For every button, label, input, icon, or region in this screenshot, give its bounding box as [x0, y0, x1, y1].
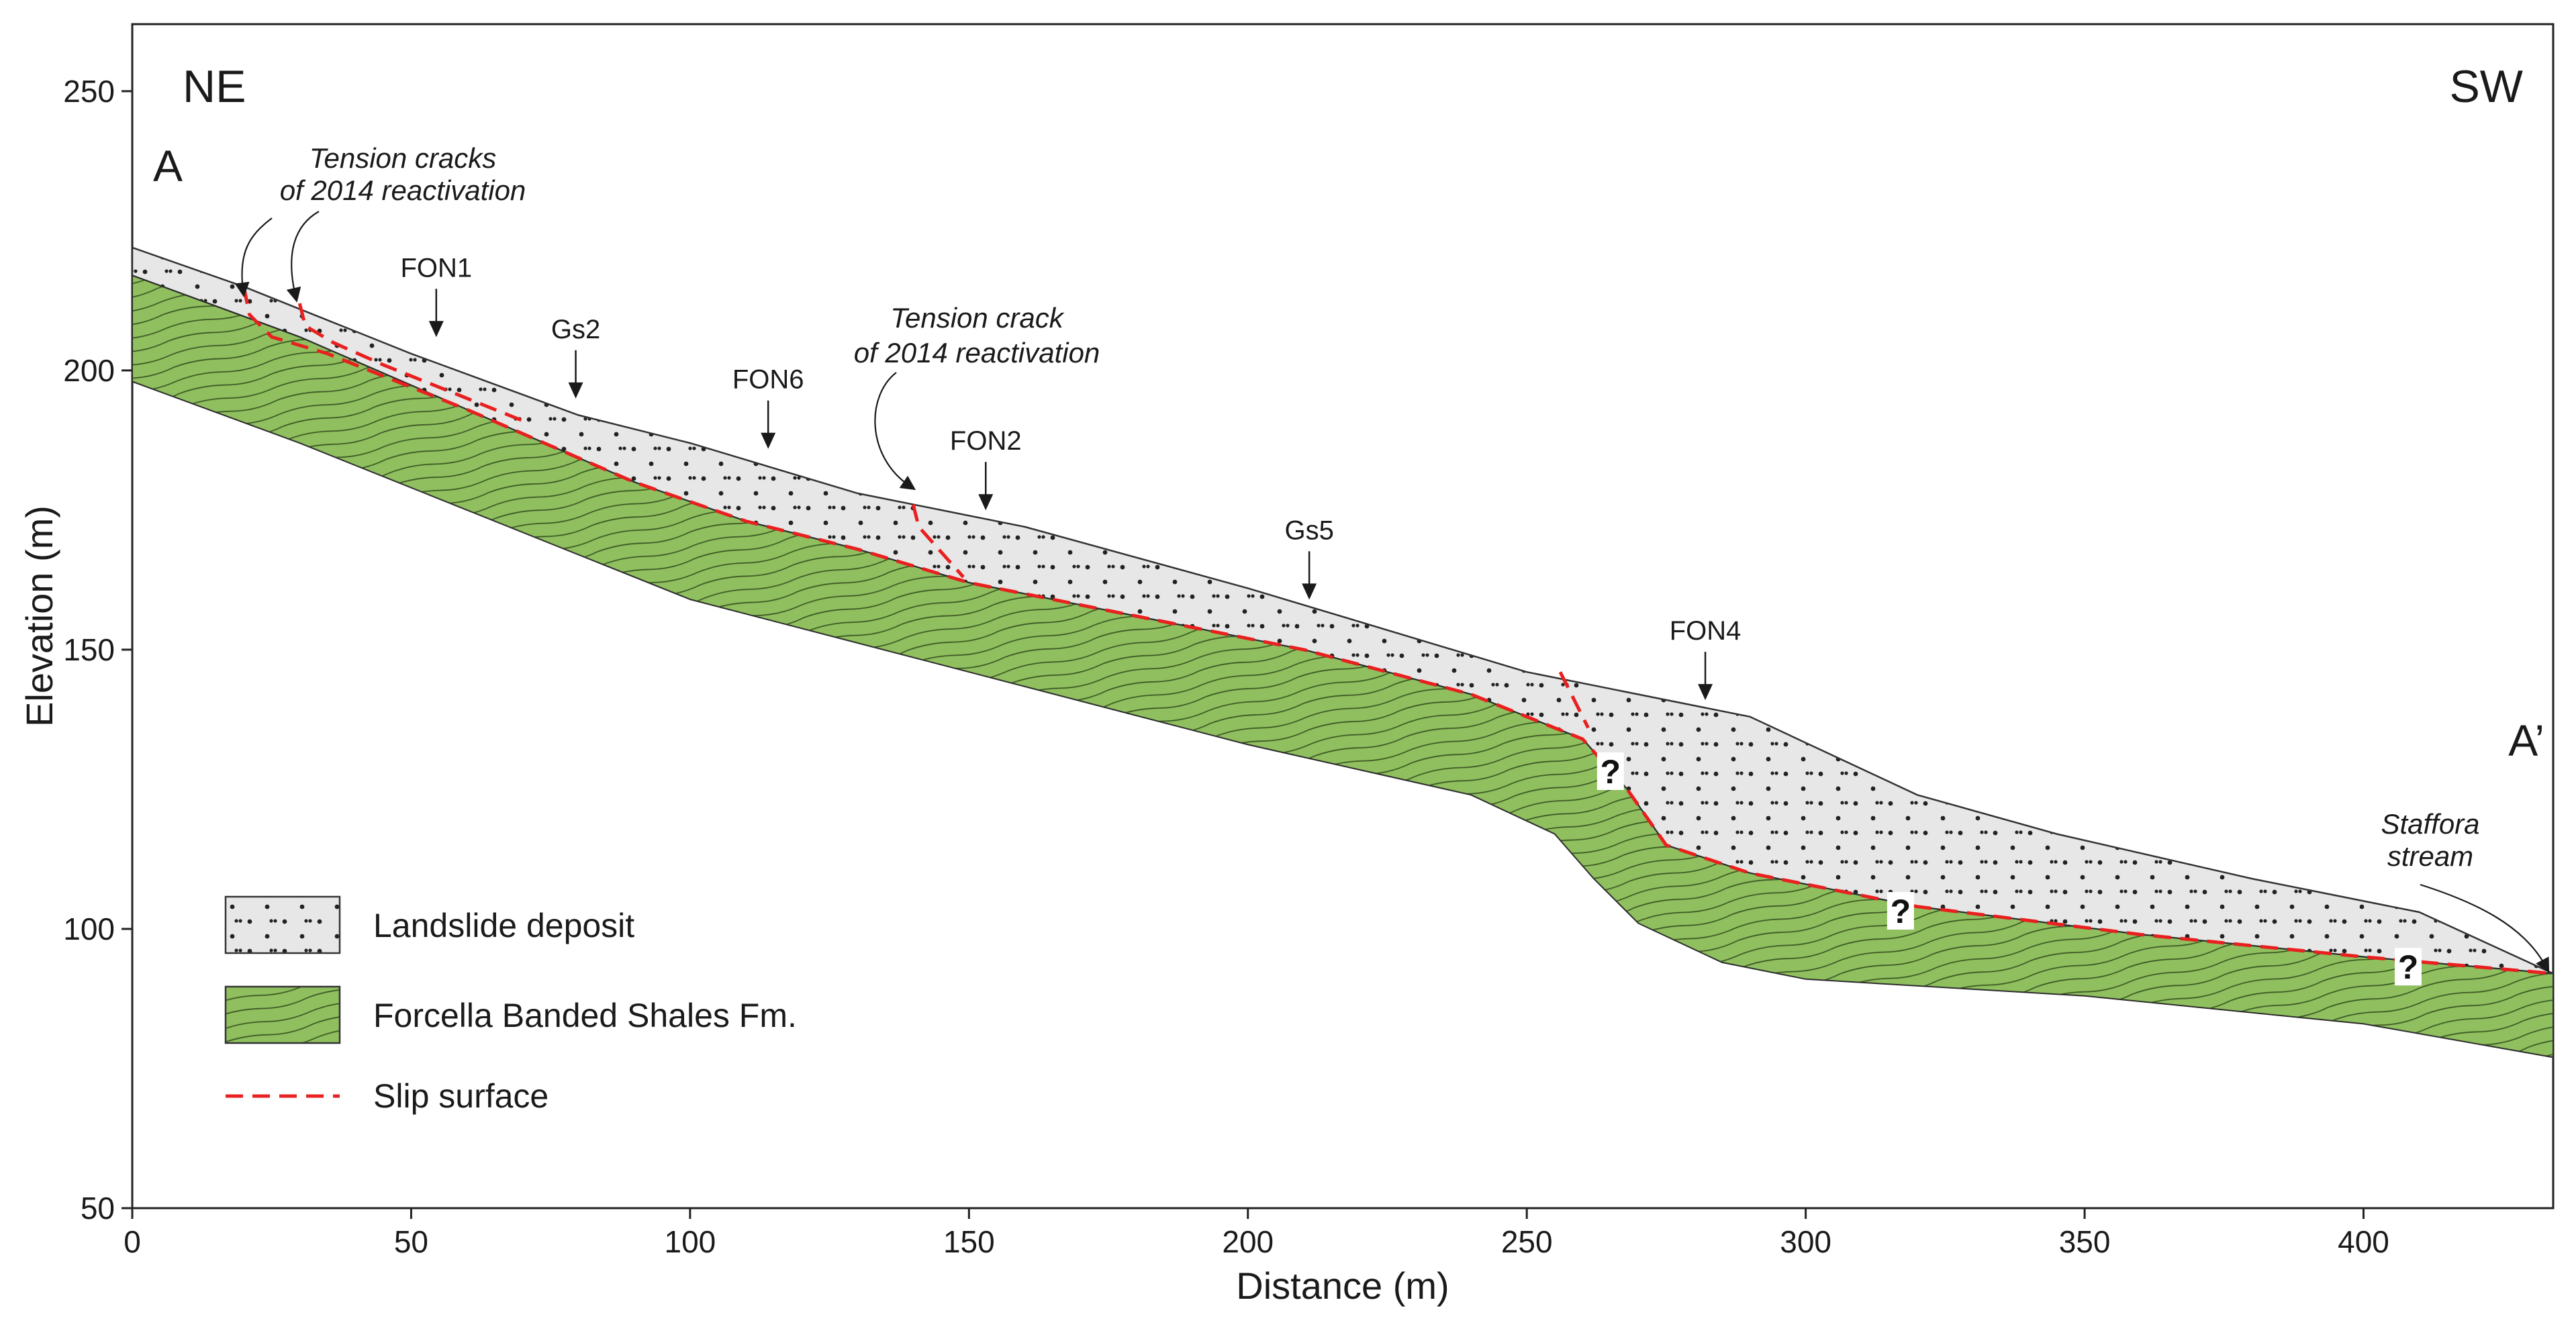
section-end-label: A’: [2508, 715, 2544, 765]
well-label: FON4: [1670, 616, 1742, 646]
y-tick-label: 250: [63, 74, 115, 109]
uncertainty-marker-1: ?: [1596, 752, 1624, 791]
uncertainty-marker-bg: [1596, 752, 1624, 790]
section-start-label: A: [153, 141, 183, 191]
well-fon1: FON1: [400, 253, 472, 338]
tension-crack-line-1: Tension crack: [890, 302, 1065, 334]
legend: Landslide deposit Forcella Banded Shales…: [224, 895, 797, 1115]
well-arrow-head: [568, 382, 583, 399]
uncertainty-marker-bg: [2394, 948, 2422, 986]
ne-label: NE: [183, 61, 246, 112]
slip-surface-3: [911, 503, 965, 579]
x-axis-title: Distance (m): [1236, 1265, 1449, 1307]
uncertainty-marker-2: ?: [1887, 892, 1914, 930]
well-fon4: FON4: [1670, 616, 1742, 701]
uncertainty-marker-3: ?: [2394, 948, 2422, 986]
slip-surface-2: [297, 303, 524, 423]
well-label: FON6: [732, 365, 804, 395]
axis-ticks: 0 50 100 150 200 250 300 350 400 50 100 150 200 250: [63, 74, 2389, 1259]
x-tick-label: 400: [2338, 1224, 2389, 1259]
tension-cracks-line-1: Tension cracks: [309, 142, 497, 174]
well-arrow-head: [978, 494, 994, 511]
uncertainty-marker-label: ?: [1601, 753, 1621, 791]
tension-crack-line-2: of 2014 reactivation: [854, 337, 1100, 368]
x-tick-label: 200: [1222, 1224, 1274, 1259]
y-tick-label: 150: [63, 632, 115, 667]
tension-crack-leader: [874, 372, 916, 491]
uncertainty-marker-label: ?: [1891, 893, 1911, 930]
uncertainty-markers: ???: [1596, 752, 2422, 986]
well-arrow-head: [761, 432, 776, 449]
legend-label-landslide: Landslide deposit: [373, 907, 634, 944]
well-fon2: FON2: [950, 426, 1022, 511]
tension-cracks-line-2: of 2014 reactivation: [280, 175, 526, 206]
stream-line-1: Staffora: [2381, 808, 2479, 840]
stream-annotation: Staffora stream: [2381, 808, 2550, 973]
well-label: FON1: [400, 253, 472, 283]
well-fon6: FON6: [732, 365, 804, 449]
legend-label-slip: Slip surface: [373, 1077, 548, 1115]
tension-cracks-annotation: Tension cracks of 2014 reactivation: [234, 142, 526, 303]
legend-label-bedrock: Forcella Banded Shales Fm.: [373, 997, 797, 1034]
stream-leader: [2420, 883, 2550, 973]
well-label: FON2: [950, 426, 1022, 456]
x-tick-label: 50: [394, 1224, 428, 1259]
x-tick-label: 250: [1501, 1224, 1553, 1259]
well-gs5: Gs5: [1284, 515, 1334, 600]
well-arrow-head: [1302, 583, 1317, 600]
well-arrow-head: [1698, 684, 1713, 701]
x-tick-label: 150: [943, 1224, 995, 1259]
x-tick-label: 0: [124, 1224, 141, 1259]
x-tick-label: 100: [665, 1224, 716, 1259]
stream-line-2: stream: [2387, 840, 2473, 872]
wells: FON1 Gs2 FON6 FON2 Gs5 FON4: [400, 253, 1742, 701]
uncertainty-marker-label: ?: [2398, 948, 2419, 986]
tension-cracks-leader-1: [234, 217, 273, 297]
well-arrow-head: [428, 321, 444, 338]
uncertainty-marker-bg: [1887, 892, 1914, 930]
y-tick-label: 100: [63, 911, 115, 946]
tension-crack-annotation: Tension crack of 2014 reactivation: [854, 302, 1100, 491]
y-tick-label: 50: [81, 1191, 115, 1226]
well-label: Gs5: [1284, 515, 1333, 545]
tension-cracks-leader-2: [286, 211, 320, 303]
y-tick-label: 200: [63, 353, 115, 388]
legend-swatch-landslide: [224, 895, 341, 954]
x-tick-label: 350: [2059, 1224, 2111, 1259]
y-axis-title: Elevation (m): [18, 505, 60, 727]
legend-swatch-bedrock: [224, 985, 341, 1044]
sw-label: SW: [2449, 61, 2523, 112]
x-tick-label: 300: [1780, 1224, 1831, 1259]
slip-surface-4: [1558, 671, 1590, 729]
well-gs2: Gs2: [551, 315, 600, 399]
well-label: Gs2: [551, 315, 600, 344]
